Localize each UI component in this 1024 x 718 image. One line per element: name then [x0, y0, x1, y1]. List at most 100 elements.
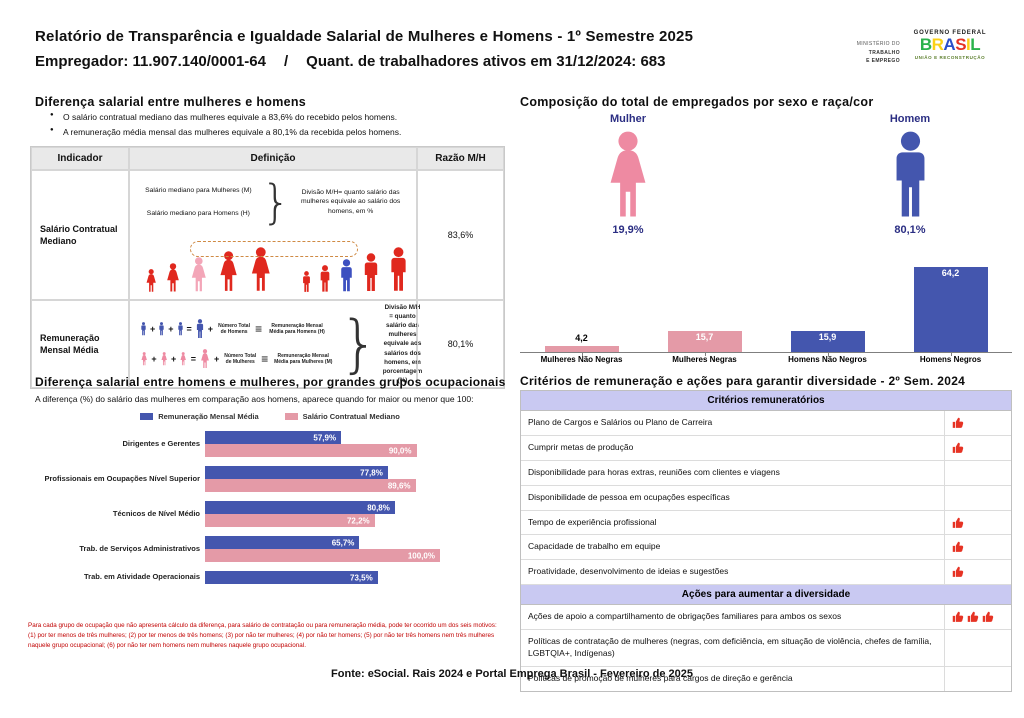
- group-label: Técnicos de Nível Médio: [112, 508, 200, 518]
- male-figure-icon: [177, 322, 184, 336]
- count-label: Número Total de Mulheres: [224, 352, 257, 366]
- bar: 4,2: [544, 333, 619, 352]
- criteria-text: Tempo de experiência profissional: [521, 510, 945, 535]
- bar: 90,0%: [205, 444, 417, 457]
- criteria-text: Políticas de contratação de mulheres (ne…: [521, 630, 945, 666]
- brace-glyph: }: [261, 175, 291, 229]
- chart-group: Trab. em Atividade Operacionais 73,5%: [35, 571, 505, 584]
- bar: 100,0%: [205, 549, 440, 562]
- criteria-marks: [945, 630, 1011, 666]
- bar-value-label: 65,7%: [331, 538, 355, 547]
- criteria-text: Capacidade de trabalho em equipe: [521, 535, 945, 560]
- bar-value-label: 100,0%: [407, 551, 435, 560]
- category-label: Mulheres Não Negras: [540, 355, 623, 364]
- operator-glyph: =: [190, 354, 196, 364]
- legend-label: Remuneração Mensal Média: [158, 412, 259, 421]
- bar: 72,2%: [205, 514, 375, 527]
- group-label: Profissionais em Ocupações Nível Superio…: [44, 473, 200, 483]
- bar: 64,2: [913, 267, 988, 352]
- female-figure-icon: [160, 352, 168, 366]
- female-figure-icon: [199, 349, 211, 369]
- female-figure-icon: [140, 352, 148, 366]
- formula-row: + + = + Número Total de Mulheres ≡ Remuneração…: [140, 349, 335, 369]
- gap-section-title: Diferença salarial entre mulheres e home…: [35, 95, 307, 109]
- category-label: Homens Não Negros: [788, 355, 867, 364]
- gov-logo-bottom: UNIÃO E RECONSTRUÇÃO: [914, 54, 986, 60]
- group-label: Dirigentes e Gerentes: [122, 438, 200, 448]
- axis-tick: [827, 352, 829, 356]
- group-bars: 65,7% 100,0%: [205, 536, 505, 562]
- criteria-row: Tempo de experiência profissional: [521, 510, 1011, 536]
- median-ratio-note: Divisão M/H= quanto salário das mulheres…: [300, 188, 401, 215]
- male-percentage: 80,1%: [894, 224, 926, 236]
- criteria-marks: [945, 461, 1011, 485]
- female-figure-icon: [188, 257, 210, 293]
- thumbs-up-icon: [952, 611, 964, 623]
- male-figure-icon: [338, 259, 355, 293]
- bar-value-label: 15,7: [695, 332, 714, 343]
- col-definicao: Definição: [129, 147, 417, 170]
- group-bars: 77,8% 89,6%: [205, 466, 505, 492]
- criteria-text: Disponibilidade de pessoa em ocupações e…: [521, 485, 945, 510]
- gov-logo-top: GOVERNO FEDERAL: [913, 30, 987, 36]
- thumbs-up-icon: [967, 611, 979, 623]
- gov-federal-logo: GOVERNO FEDERAL BRASIL UNIÃO E RECONSTRU…: [906, 30, 994, 60]
- legend-item: Remuneração Mensal Média: [140, 412, 259, 421]
- criteria-text: Proatividade, desenvolvimento de ideias …: [521, 560, 945, 585]
- legend-swatch-icon: [140, 413, 154, 420]
- operator-glyph: ≡: [255, 322, 263, 336]
- occupational-section-title: Diferença salarial entre homens e mulher…: [35, 375, 506, 389]
- male-figure-icon: [195, 319, 205, 339]
- bar: 15,9: [790, 330, 865, 352]
- median-highlight-oval: [190, 241, 358, 257]
- male-figure-icon: [318, 265, 332, 293]
- criteria-text: Ações de apoio a compartilhamento de obr…: [521, 605, 945, 630]
- criteria-marks: [945, 605, 1011, 629]
- male-label: Homem: [889, 113, 931, 125]
- bar-value-label: 77,8%: [360, 468, 383, 477]
- criteria-marks: [945, 511, 1011, 535]
- female-figure-icon: [144, 269, 158, 293]
- category-label: Mulheres Negras: [672, 355, 737, 364]
- gap-bullet-list: O salário contratual mediano das mulhere…: [50, 112, 490, 142]
- bar-value-label: 90,0%: [388, 446, 412, 455]
- bar-value-label: 80,8%: [367, 503, 390, 512]
- separator: /: [283, 53, 289, 70]
- chart-group: Trab. de Serviços Administrativos 65,7% 10…: [35, 536, 505, 562]
- mean-ratio-note: Divisão M/H = quanto salário das mulhere…: [382, 303, 423, 384]
- brand-letter: L: [970, 35, 981, 54]
- operator-glyph: ≡: [261, 352, 269, 366]
- gap-table-header: Indicador Definição Razão M/H: [31, 147, 504, 170]
- col-indicador: Indicador: [31, 147, 129, 170]
- chart-group: Técnicos de Nível Médio 80,8% 72,2%: [35, 501, 505, 527]
- bar: 77,8%: [205, 466, 388, 479]
- female-figure-icon: [179, 352, 187, 366]
- thumbs-up-icon: [982, 611, 994, 623]
- criteria-table: Critérios remuneratórios Plano de Cargos …: [520, 390, 1012, 692]
- criteria-row: Políticas de promoção de mulheres para c…: [521, 666, 1011, 691]
- ministry-line1: MINISTÉRIO DO: [856, 41, 900, 47]
- ministry-logo: MINISTÉRIO DO TRABALHO E EMPREGO: [838, 40, 900, 66]
- thumbs-up-icon: [952, 417, 964, 429]
- bar-value-label: 57,9%: [313, 433, 337, 442]
- gap-table: Indicador Definição Razão M/H Salário Co…: [30, 146, 505, 389]
- group-label: Trab. em Atividade Operacionais: [83, 572, 200, 582]
- brasil-logo: BRASIL: [906, 35, 994, 55]
- formula-row: + + = + Número Total de Homens ≡ Remuneração M…: [140, 319, 335, 339]
- criteria-row: Plano de Cargos e Salários ou Plano de C…: [521, 411, 1011, 436]
- operator-glyph: +: [213, 354, 220, 364]
- bar-value-label: 15,9: [818, 331, 837, 342]
- criteria-marks: [945, 560, 1011, 584]
- thumbs-up-icon: [952, 442, 964, 454]
- group-bars: 73,5%: [205, 571, 505, 584]
- operator-glyph: +: [151, 354, 157, 364]
- criteria-text: Cumprir metas de produção: [521, 435, 945, 460]
- female-percentage: 19,9%: [612, 224, 644, 236]
- operator-glyph: +: [168, 324, 174, 334]
- bullet-item: A remuneração média mensal das mulheres …: [50, 127, 490, 137]
- population-pictogram: [144, 241, 410, 293]
- thumbs-up-icon: [952, 517, 964, 529]
- criteria-marks: [945, 411, 1011, 435]
- employer-id: Empregador: 11.907.140/0001-64: [35, 53, 266, 70]
